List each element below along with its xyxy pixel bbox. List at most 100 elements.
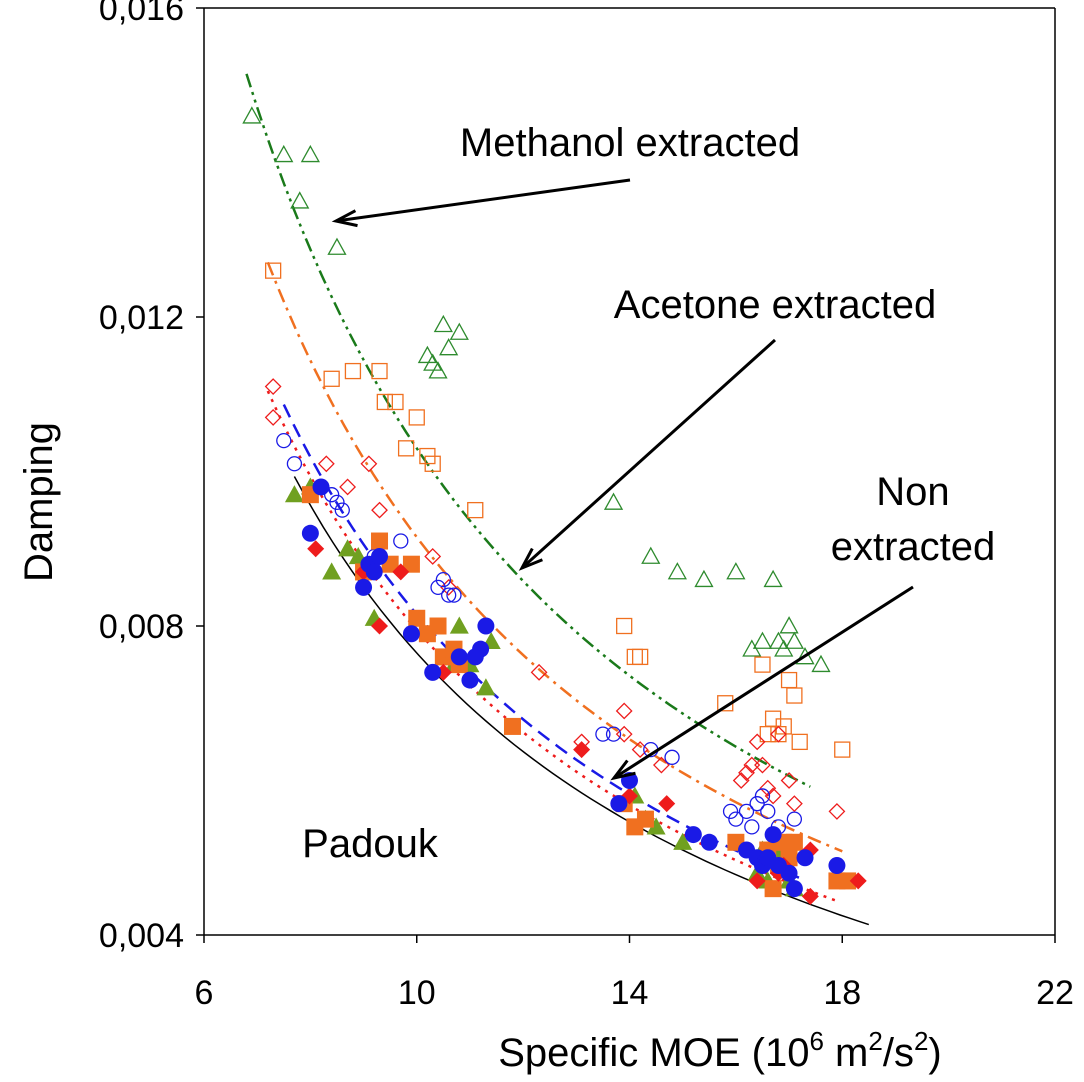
axis-ticks: 6 10 14 18 22 0,004 0,008 0,012 0,016 — [99, 0, 1074, 1012]
data-point-triangle-open — [433, 314, 453, 333]
data-point-square-filled — [429, 617, 447, 635]
arrow-non-extracted-head — [610, 759, 636, 781]
data-point-triangle-open — [327, 237, 347, 255]
data-point-circle-open — [760, 803, 776, 820]
data-point-triangle-open — [423, 353, 443, 371]
y-tick-label: 0,016 — [99, 0, 184, 28]
data-point-diamond-open — [424, 548, 442, 565]
data-point-triangle-open — [428, 361, 448, 379]
data-point-circle-open — [605, 726, 622, 742]
data-point-circle-filled — [371, 547, 389, 565]
arrow-acetone — [520, 338, 777, 570]
arrow-acetone-head — [518, 547, 543, 571]
data-point-diamond-open — [748, 733, 766, 751]
data-point-triangle-open — [779, 616, 799, 634]
data-point-triangle-open — [667, 562, 687, 580]
arrow-non-extracted — [613, 585, 914, 780]
data-point-diamond-open — [828, 802, 846, 820]
data-point-triangle-filled — [747, 863, 767, 881]
data-point-diamond-filled — [748, 872, 766, 890]
annotation-non-line2: extracted — [831, 525, 996, 569]
arrow-methanol — [335, 178, 631, 223]
data-point-diamond-open — [371, 501, 388, 519]
data-point-circle-open — [329, 494, 345, 511]
data-point-diamond-open — [754, 756, 771, 774]
data-point-triangle-open — [795, 647, 815, 665]
data-point-square-open — [397, 440, 415, 457]
data-point-diamond-open — [770, 725, 787, 743]
data-point-square-open — [616, 617, 633, 635]
data-point-circle-open — [722, 803, 739, 820]
trendline-2 — [266, 390, 838, 903]
x-tick-label: 6 — [195, 974, 214, 1012]
trendline-0 — [245, 73, 811, 788]
data-point-circle-open — [749, 796, 765, 812]
data-point-square-open — [791, 733, 808, 751]
data-point-diamond-open — [764, 787, 782, 805]
data-points — [242, 106, 867, 905]
data-point-diamond-open — [317, 455, 335, 473]
data-point-circle-filled — [780, 864, 798, 882]
data-point-circle-filled — [402, 625, 420, 643]
y-tick-label: 0,008 — [99, 608, 184, 646]
data-point-circle-open — [786, 811, 803, 827]
data-point-circle-filled — [764, 826, 782, 844]
data-point-circle-filled — [785, 880, 803, 898]
data-point-diamond-open — [339, 478, 357, 496]
annotation-methanol: Methanol extracted — [460, 121, 800, 165]
data-point-square-open — [775, 718, 792, 735]
y-tick-label: 0,012 — [99, 299, 184, 337]
data-point-diamond-open — [631, 741, 649, 759]
data-point-triangle-open — [811, 654, 831, 673]
data-point-circle-open — [441, 587, 457, 603]
trendline-3 — [282, 404, 801, 880]
data-point-diamond-filled — [371, 617, 389, 635]
x-axis-title: Specific MOE (106 m2/s2) — [498, 1026, 942, 1075]
data-point-square-filled — [408, 609, 426, 627]
y-axis-title: Damping — [17, 422, 61, 582]
data-point-diamond-open — [785, 795, 803, 813]
data-point-square-open — [780, 671, 798, 689]
data-point-circle-open — [754, 788, 771, 804]
data-point-triangle-open — [417, 345, 437, 364]
data-point-triangle-open — [242, 106, 262, 124]
y-tick-label: 0,004 — [99, 917, 184, 955]
data-point-diamond-open — [652, 756, 670, 774]
data-point-triangle-open — [763, 569, 783, 588]
data-point-triangle-open — [784, 631, 804, 649]
plot-area — [203, 7, 1056, 936]
data-point-diamond-open — [264, 409, 282, 426]
data-point-circle-filled — [450, 648, 468, 666]
data-point-square-open — [376, 393, 393, 411]
data-point-diamond-filled — [849, 872, 867, 890]
data-point-circle-open — [728, 811, 744, 827]
data-point-triangle-open — [300, 144, 320, 163]
data-point-diamond-open — [615, 725, 633, 743]
data-point-square-open — [371, 362, 388, 380]
data-point-circle-open — [595, 726, 611, 742]
data-point-square-filled — [371, 532, 389, 550]
data-point-square-filled — [764, 880, 782, 898]
x-tick-label: 14 — [611, 974, 649, 1012]
data-point-triangle-filled — [449, 616, 469, 634]
data-point-circle-filled — [700, 833, 718, 851]
data-point-triangle-open — [641, 546, 661, 564]
x-tick-label: 10 — [398, 974, 436, 1012]
data-point-triangle-open — [603, 492, 624, 510]
annotation-arrows — [331, 178, 914, 781]
data-point-diamond-open — [615, 702, 633, 720]
data-point-diamond-filled — [801, 887, 819, 905]
data-point-circle-filled — [828, 856, 846, 874]
data-point-circle-open — [744, 819, 760, 835]
data-point-diamond-filled — [658, 795, 676, 813]
trendline-1 — [266, 261, 843, 853]
data-point-square-open — [387, 393, 404, 411]
data-point-square-filled — [503, 717, 521, 735]
data-point-square-open — [424, 455, 441, 472]
data-point-diamond-open — [530, 663, 548, 681]
data-point-triangle-open — [726, 562, 746, 580]
data-point-circle-open — [286, 456, 303, 472]
x-tick-label: 18 — [823, 974, 861, 1012]
data-point-diamond-open — [780, 772, 798, 789]
data-point-square-open — [631, 648, 649, 666]
